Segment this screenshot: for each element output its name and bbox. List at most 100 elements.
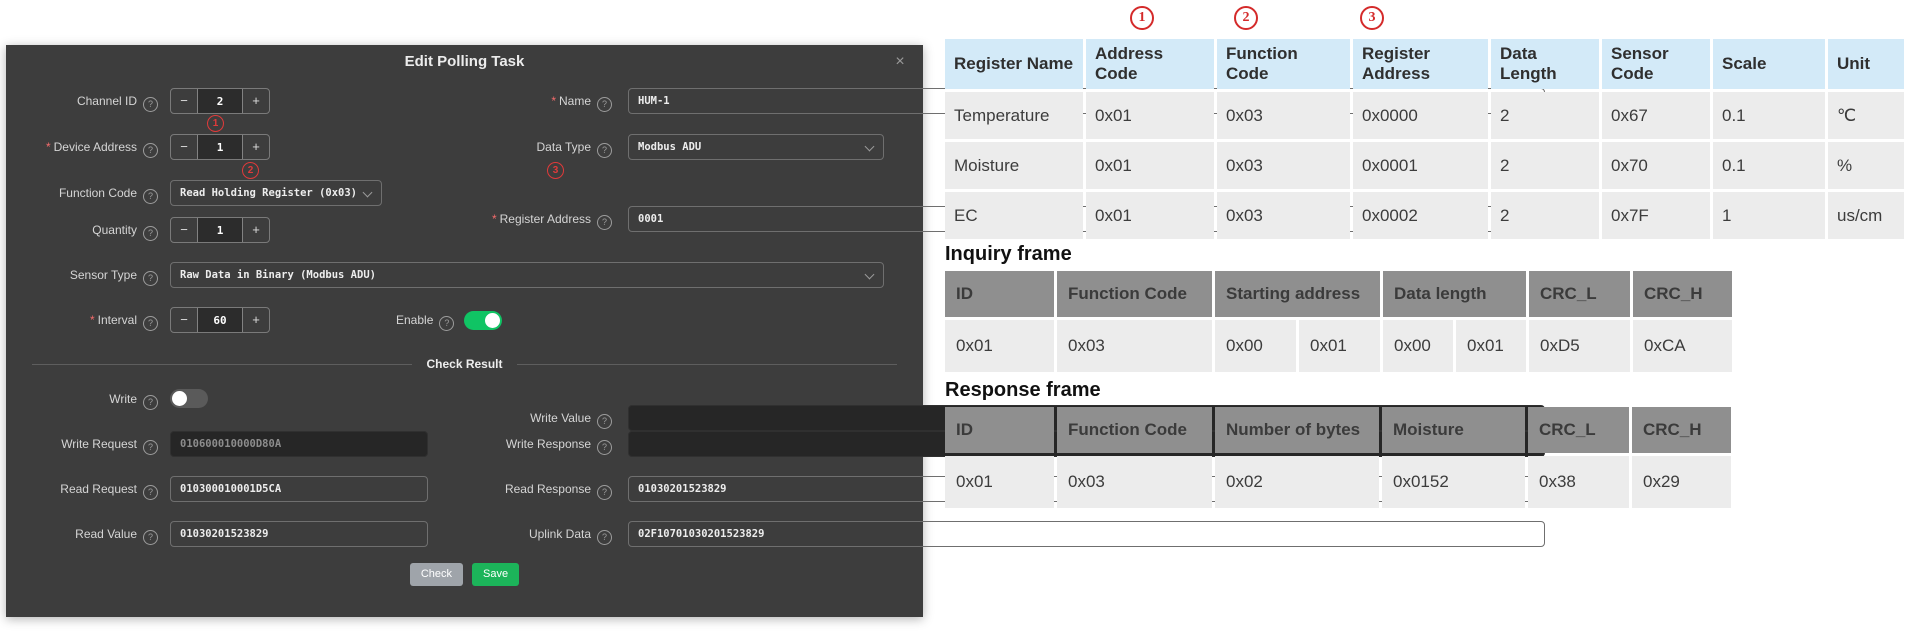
table-row: EC 0x01 0x03 0x0002 2 0x7F 1 us/cm	[945, 192, 1904, 239]
column-header: CRC_H	[1633, 271, 1732, 317]
read-value-input[interactable]	[170, 521, 428, 547]
write-request-input[interactable]	[170, 431, 428, 457]
write-toggle[interactable]	[170, 389, 208, 408]
increment-button[interactable]: +	[252, 222, 260, 237]
help-icon	[439, 316, 455, 331]
cell: EC	[945, 192, 1083, 239]
help-icon	[597, 97, 612, 112]
chevron-down-icon	[362, 187, 373, 198]
check-result-divider: Check Result	[32, 357, 897, 371]
divider-line	[32, 363, 413, 365]
help-icon	[143, 530, 158, 545]
inquiry-frame-heading: Inquiry frame	[945, 243, 1072, 265]
column-header: CRC_L	[1528, 407, 1629, 453]
cell: 0x29	[1632, 456, 1731, 508]
selected-value: Modbus ADU	[638, 141, 702, 153]
callout-1: 1	[207, 115, 224, 132]
help-icon	[143, 226, 158, 241]
dialog-title: Edit Polling Task	[404, 53, 525, 70]
column-header: ID	[945, 407, 1054, 453]
uplink-data-input[interactable]	[628, 521, 1545, 547]
table-row: Temperature 0x01 0x03 0x0000 2 0x67 0.1 …	[945, 92, 1904, 139]
response-frame-heading: Response frame	[945, 379, 1101, 401]
required-marker: *	[45, 140, 51, 154]
help-icon	[143, 189, 158, 204]
increment-button[interactable]: +	[252, 139, 260, 154]
form-row: Channel ID − + *Name	[6, 88, 1545, 114]
help-icon	[597, 440, 612, 455]
selected-value: Raw Data in Binary (Modbus ADU)	[180, 269, 376, 281]
help-icon	[597, 143, 612, 158]
form-row: Read Value Uplink Data	[6, 521, 1545, 547]
table-header-row: ID Function Code Starting address Data l…	[945, 271, 1732, 317]
help-icon	[143, 97, 158, 112]
cell: 0x00	[1215, 320, 1296, 372]
write-label: Write	[6, 386, 158, 412]
cell: us/cm	[1828, 192, 1904, 239]
device-address-input[interactable]	[197, 135, 243, 159]
cell: 1	[1713, 192, 1825, 239]
decrement-button[interactable]: −	[180, 222, 188, 237]
help-icon	[597, 215, 612, 230]
column-header: Address Code	[1086, 39, 1214, 89]
read-request-label: Read Request	[6, 476, 158, 502]
cell: 0x01	[945, 320, 1054, 372]
toggle-knob	[172, 391, 187, 406]
callout-2: 2	[242, 162, 259, 179]
cell: %	[1828, 142, 1904, 189]
form-row: Read Request Read Response	[6, 476, 1545, 502]
enable-field: Enable	[396, 307, 503, 333]
read-request-input[interactable]	[170, 476, 428, 502]
cell: 0x01	[945, 456, 1054, 508]
column-header: Function Code	[1057, 407, 1212, 453]
sensor-type-select[interactable]: Raw Data in Binary (Modbus ADU)	[170, 262, 884, 288]
cell: 0x01	[1086, 92, 1214, 139]
callout-2: 2	[1234, 6, 1258, 30]
callout-3: 3	[547, 162, 564, 179]
save-button[interactable]: Save	[472, 563, 520, 586]
cell: 0x03	[1057, 456, 1212, 508]
decrement-button[interactable]: −	[180, 312, 188, 327]
cell: 0x0152	[1382, 456, 1525, 508]
column-header: ID	[945, 271, 1054, 317]
cell: 0xCA	[1633, 320, 1732, 372]
help-icon	[597, 485, 612, 500]
cell: Moisture	[945, 142, 1083, 189]
quantity-label: Quantity	[6, 217, 158, 243]
data-type-label: Data Type	[306, 134, 612, 160]
form-row: *Device Address − + Data Type Modbus ADU	[6, 134, 923, 160]
help-icon	[143, 271, 158, 286]
column-header: Register Name	[945, 39, 1083, 89]
cell: 0x70	[1602, 142, 1710, 189]
column-header: Function Code	[1217, 39, 1350, 89]
close-icon[interactable]: ×	[895, 53, 905, 70]
enable-toggle[interactable]	[464, 310, 503, 330]
quantity-input[interactable]	[197, 218, 243, 242]
inquiry-frame-table: ID Function Code Starting address Data l…	[942, 268, 1735, 375]
cell: 0x03	[1057, 320, 1212, 372]
uplink-data-label: Uplink Data	[306, 521, 612, 547]
help-icon	[143, 143, 158, 158]
increment-button[interactable]: +	[252, 93, 260, 108]
data-type-select[interactable]: Modbus ADU	[628, 134, 884, 160]
device-address-stepper: − +	[170, 134, 270, 160]
cell: 2	[1491, 192, 1599, 239]
callout-3: 3	[1360, 6, 1384, 30]
column-header: CRC_H	[1632, 407, 1731, 453]
help-icon	[597, 414, 612, 429]
help-icon	[143, 316, 158, 331]
cell: 0x03	[1217, 142, 1350, 189]
selected-value: Read Holding Register (0x03)	[180, 187, 358, 199]
device-address-label: * Device Address	[6, 134, 158, 160]
function-code-select[interactable]: Read Holding Register (0x03)	[170, 180, 382, 206]
channel-id-input[interactable]	[197, 89, 243, 113]
cell: 0x0002	[1353, 192, 1488, 239]
check-button[interactable]: Check	[409, 563, 464, 586]
increment-button[interactable]: +	[252, 312, 260, 327]
interval-input[interactable]	[197, 308, 243, 332]
decrement-button[interactable]: −	[180, 93, 188, 108]
decrement-button[interactable]: −	[180, 139, 188, 154]
column-header: Data Length	[1491, 39, 1599, 89]
help-icon	[597, 530, 612, 545]
function-code-label: Function Code	[6, 180, 158, 206]
